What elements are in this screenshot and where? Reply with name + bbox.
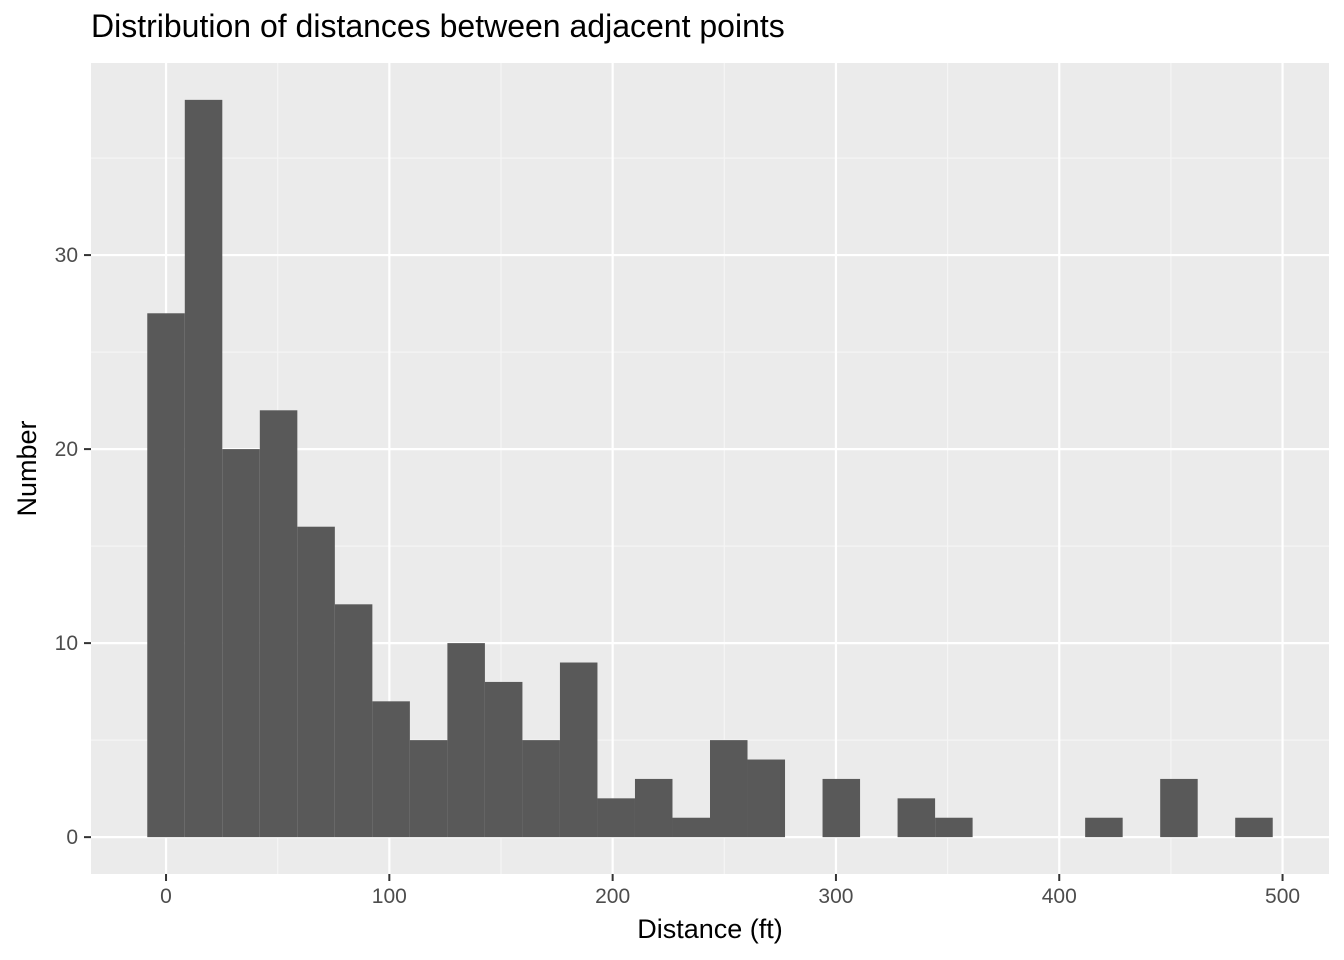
histogram-bar <box>409 740 448 838</box>
histogram-bar <box>147 313 185 838</box>
y-axis-title: Number <box>12 420 42 516</box>
histogram-bar <box>447 643 485 838</box>
histogram-bar <box>1160 778 1198 838</box>
histogram-bar <box>522 740 560 838</box>
x-tick-label: 0 <box>160 885 172 908</box>
histogram-bar <box>484 681 523 838</box>
histogram-bar <box>747 759 786 838</box>
y-tick-label: 20 <box>55 438 78 461</box>
histogram-bar <box>259 410 298 838</box>
histogram-bar <box>897 798 936 838</box>
histogram-bar <box>222 449 260 838</box>
histogram-bar <box>672 817 710 838</box>
histogram-bar <box>372 701 410 838</box>
histogram-bars <box>147 99 1273 838</box>
y-tick-label: 10 <box>55 632 78 655</box>
x-tick-label: 500 <box>1265 885 1300 908</box>
histogram-bar <box>1085 817 1123 838</box>
histogram-bar <box>597 798 635 838</box>
x-tick-label: 400 <box>1042 885 1077 908</box>
y-axis: 0 10 20 30 <box>55 244 91 849</box>
x-tick-label: 100 <box>372 885 407 908</box>
histogram-bar <box>822 778 861 838</box>
x-axis-title: Distance (ft) <box>637 914 783 944</box>
y-tick-label: 30 <box>55 244 78 267</box>
x-tick-label: 300 <box>818 885 853 908</box>
y-tick-label: 0 <box>66 826 78 849</box>
histogram-bar <box>559 662 598 838</box>
histogram-bar <box>297 526 335 838</box>
x-axis: 0 100 200 300 400 500 <box>160 874 1300 908</box>
x-tick-label: 200 <box>595 885 630 908</box>
histogram-bar <box>710 740 748 838</box>
histogram-bar <box>1235 817 1273 838</box>
histogram-bar <box>334 604 373 838</box>
histogram-bar <box>634 778 673 838</box>
histogram-bar <box>184 99 223 838</box>
chart-title: Distribution of distances between adjace… <box>91 8 785 44</box>
histogram-bar <box>935 817 973 838</box>
